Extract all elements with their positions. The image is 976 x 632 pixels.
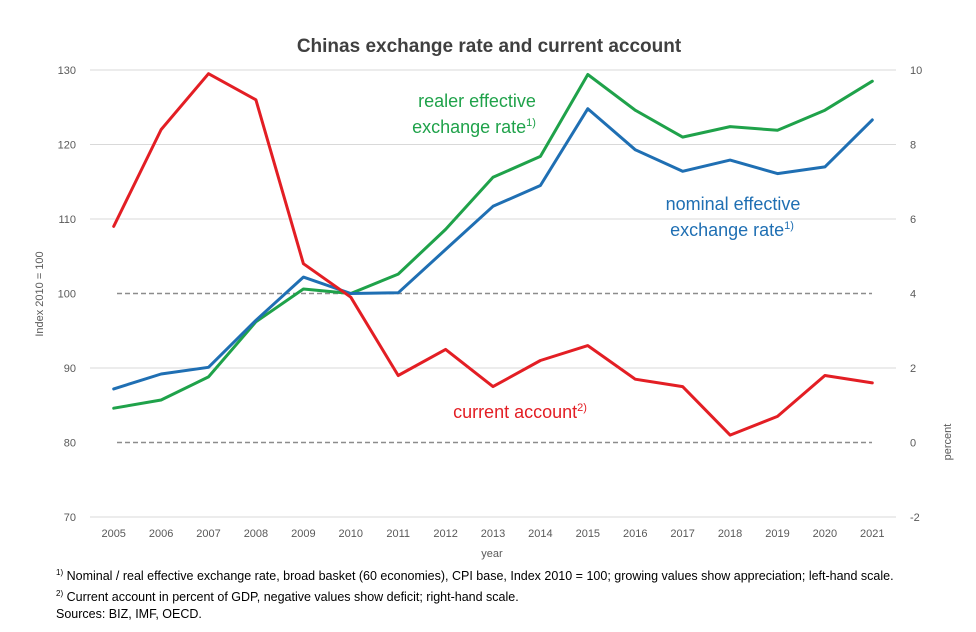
x-tick-label-2006: 2006 bbox=[149, 528, 173, 540]
x-axis-label: year bbox=[481, 548, 503, 560]
real-series-label-line1: realer effective bbox=[418, 91, 536, 111]
chart-title: Chinas exchange rate and current account bbox=[297, 36, 682, 57]
x-tick-label-2016: 2016 bbox=[623, 528, 647, 540]
x-tick-label-2005: 2005 bbox=[101, 528, 125, 540]
footnote-2: 2) Current account in percent of GDP, ne… bbox=[56, 589, 519, 605]
right-tick-label-8: 8 bbox=[910, 140, 916, 152]
right-tick-label-10: 10 bbox=[910, 65, 922, 77]
x-tick-label-2012: 2012 bbox=[433, 528, 457, 540]
right-axis-ticks: -2 0 2 4 6 8 10 bbox=[910, 65, 922, 524]
left-tick-label-70: 70 bbox=[64, 512, 76, 524]
x-tick-label-2014: 2014 bbox=[528, 528, 552, 540]
sources-note: Sources: BIZ, IMF, OECD. bbox=[56, 607, 202, 622]
x-tick-label-2021: 2021 bbox=[860, 528, 884, 540]
right-tick-label-4: 4 bbox=[910, 289, 916, 301]
left-tick-label-90: 90 bbox=[64, 363, 76, 375]
left-tick-label-80: 80 bbox=[64, 438, 76, 450]
left-tick-label-130: 130 bbox=[58, 65, 76, 77]
x-tick-label-2018: 2018 bbox=[718, 528, 742, 540]
right-tick-label-0: 0 bbox=[910, 438, 916, 450]
x-axis-ticks: 2005 2006 2007 2008 2009 2010 2011 2012 2013 2014… bbox=[101, 528, 884, 540]
real-series-label-line2: exchange rate1) bbox=[412, 117, 536, 137]
x-tick-label-2013: 2013 bbox=[481, 528, 505, 540]
x-tick-label-2015: 2015 bbox=[576, 528, 600, 540]
x-tick-label-2007: 2007 bbox=[196, 528, 220, 540]
x-tick-label-2010: 2010 bbox=[339, 528, 363, 540]
series-lines bbox=[112, 72, 874, 437]
x-tick-label-2017: 2017 bbox=[670, 528, 694, 540]
x-tick-label-2011: 2011 bbox=[386, 528, 410, 540]
right-axis-label: percent bbox=[942, 424, 954, 461]
right-tick-label--2: -2 bbox=[910, 512, 920, 524]
left-axis-label: Index 2010 = 100 bbox=[34, 251, 46, 336]
nominal-series-label-line1: nominal effective bbox=[666, 194, 801, 214]
reference-lines bbox=[117, 292, 872, 444]
x-tick-label-2008: 2008 bbox=[244, 528, 268, 540]
x-tick-label-2009: 2009 bbox=[291, 528, 315, 540]
series-line-nominal bbox=[112, 107, 874, 391]
left-tick-label-120: 120 bbox=[58, 140, 76, 152]
series-line-real bbox=[112, 73, 874, 410]
nominal-series-label-line2: exchange rate1) bbox=[670, 220, 794, 240]
x-tick-label-2019: 2019 bbox=[765, 528, 789, 540]
footnotes: 1) Nominal / real effective exchange rat… bbox=[56, 564, 971, 623]
x-tick-label-2020: 2020 bbox=[813, 528, 837, 540]
right-tick-label-6: 6 bbox=[910, 214, 916, 226]
left-tick-label-100: 100 bbox=[58, 289, 76, 301]
footnote-1: 1) Nominal / real effective exchange rat… bbox=[56, 568, 894, 584]
series-line-current_account bbox=[112, 72, 874, 437]
current-account-series-label: current account2) bbox=[453, 402, 587, 422]
gridlines bbox=[90, 69, 896, 518]
left-axis-ticks: 70 80 90 100 110 120 130 bbox=[58, 65, 76, 524]
right-tick-label-2: 2 bbox=[910, 363, 916, 375]
left-tick-label-110: 110 bbox=[58, 214, 76, 226]
